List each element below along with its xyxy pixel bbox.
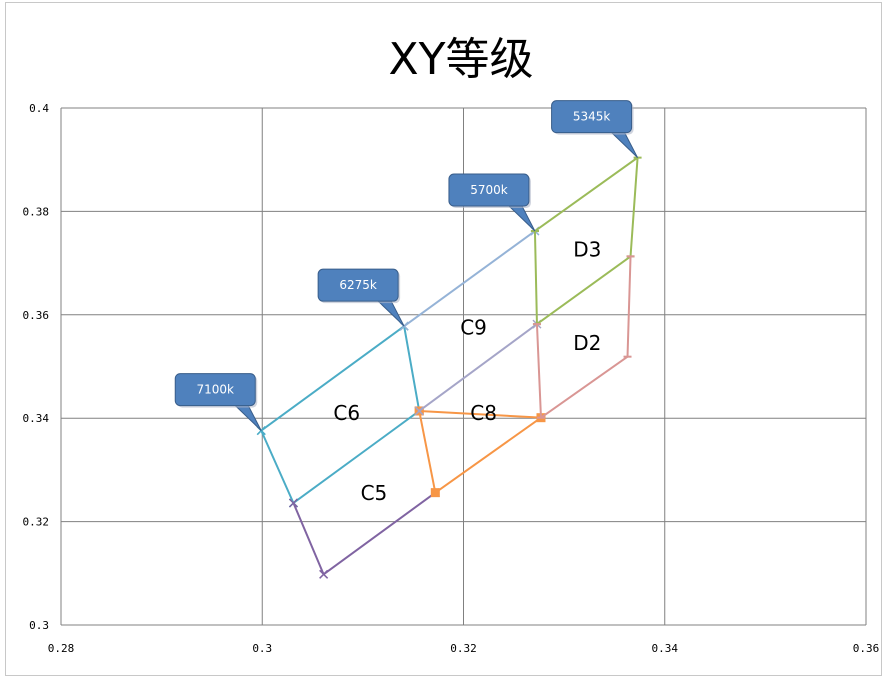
callout-box — [448, 173, 530, 207]
x-tick-label: 0.34 — [652, 642, 679, 655]
chart-title: XY等级 — [388, 34, 533, 85]
callout-label: 6275k — [339, 278, 377, 292]
series-group — [256, 156, 642, 579]
y-tick-label: 0.38 — [23, 205, 50, 218]
series-line — [418, 409, 542, 494]
callouts: 7100k 6275k 5700k 5345k — [174, 100, 639, 431]
callout: 6275k — [317, 268, 405, 327]
data-point-marker — [430, 488, 440, 498]
region-label: C5 — [361, 481, 388, 505]
series-line — [535, 256, 632, 419]
callout-pointer — [608, 130, 639, 158]
data-point-marker — [288, 498, 298, 508]
x-tick-label: 0.28 — [48, 642, 75, 655]
grid — [60, 107, 867, 626]
data-point-marker — [319, 569, 329, 579]
y-tick-label: 0.36 — [23, 309, 50, 322]
x-tick-label: 0.3 — [252, 642, 272, 655]
y-tick-label: 0.32 — [23, 516, 50, 529]
y-tick-label: 0.34 — [23, 412, 50, 425]
region-label: C9 — [460, 316, 487, 340]
x-tick-label: 0.36 — [853, 642, 880, 655]
region-labels: C6 C5 C9 C8 D3 D2 — [333, 238, 601, 506]
series-line — [260, 325, 421, 504]
chart-frame — [5, 2, 882, 676]
region-label: D2 — [573, 331, 601, 355]
callout-pointer — [374, 298, 405, 327]
callout-box — [174, 373, 256, 407]
axis-tick-labels: 0.28 0.3 0.32 0.34 0.36 0.3 0.32 0.34 0.36 0.38 0.… — [23, 102, 880, 655]
callout-pointer — [232, 403, 262, 431]
region-label: C6 — [333, 401, 360, 425]
series-line — [403, 230, 536, 327]
callout-label: 5345k — [573, 110, 611, 124]
y-tick-label: 0.4 — [29, 102, 49, 115]
callout: 5345k — [551, 100, 639, 158]
callout-box — [551, 100, 633, 134]
series-line — [418, 323, 538, 412]
callout-label: 7100k — [196, 383, 234, 397]
callout: 5700k — [448, 173, 536, 232]
callout-label: 5700k — [470, 183, 508, 197]
region-label: D3 — [573, 238, 601, 262]
callout-box — [317, 268, 399, 302]
data-point-marker — [414, 406, 424, 416]
x-tick-label: 0.32 — [450, 642, 477, 655]
region-label: C8 — [470, 401, 497, 425]
y-tick-label: 0.3 — [29, 619, 49, 632]
callout: 7100k — [174, 373, 262, 431]
callout-pointer — [505, 203, 536, 232]
